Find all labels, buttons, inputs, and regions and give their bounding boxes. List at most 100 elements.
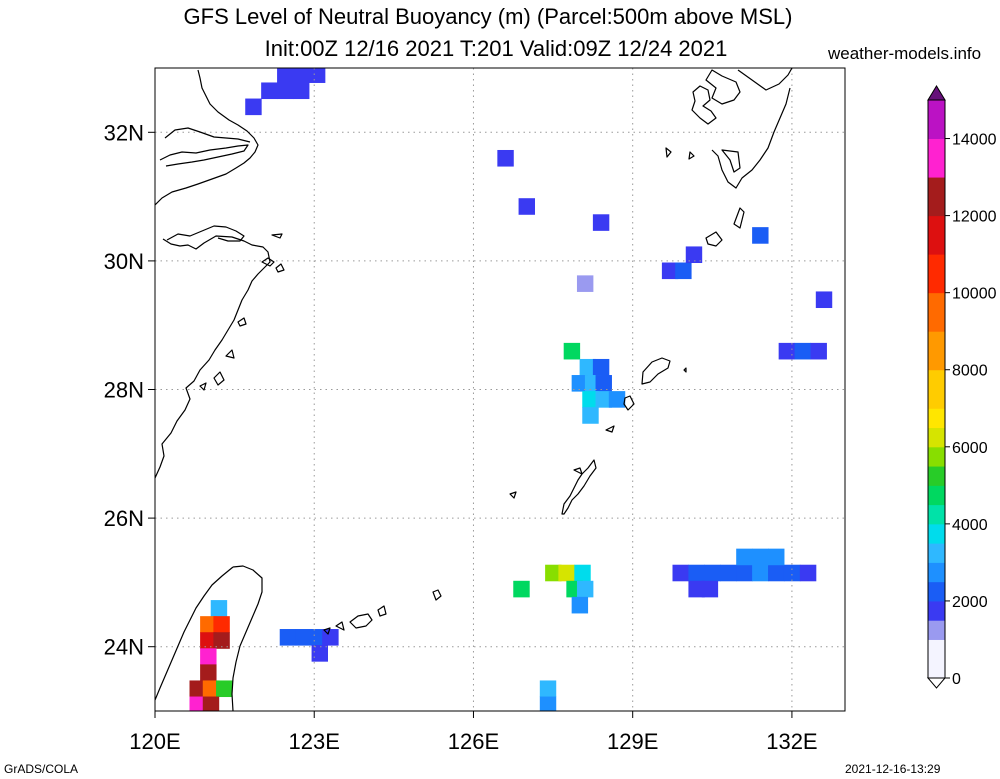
lnb-cell <box>685 246 703 264</box>
colorbar-label: 10000 <box>952 286 997 303</box>
colorbar-band <box>928 177 945 217</box>
lnb-cell <box>704 564 721 582</box>
kerama <box>509 491 517 499</box>
lnb-cell <box>752 227 769 244</box>
lat-tick-label: 28N <box>104 378 144 403</box>
lnb-cell <box>661 262 679 280</box>
lnb-cell <box>736 548 753 566</box>
lnb-cell <box>513 580 530 598</box>
colorbar-label: 0 <box>952 671 961 688</box>
map-title: GFS Level of Neutral Buoyancy (m) (Parce… <box>183 4 793 29</box>
okinoerabu <box>605 425 615 433</box>
lnb-cell <box>279 629 297 646</box>
tokunoshima <box>623 395 635 411</box>
lnb-cell <box>189 680 206 698</box>
lnb-cell <box>608 391 626 408</box>
lnb-cell <box>200 616 217 633</box>
lnb-cell <box>574 564 591 582</box>
lnb-cell <box>277 68 294 83</box>
map-subtitle-init-valid: Init:00Z 12/16 2021 T:201 Valid:09Z 12/2… <box>264 36 728 61</box>
colorbar-label: 6000 <box>952 440 988 457</box>
china-coast <box>155 235 271 479</box>
zhoushan-islands <box>261 233 285 273</box>
lnb-cell <box>202 696 220 711</box>
lnb-cell <box>293 82 310 100</box>
colorbar-band <box>928 138 945 178</box>
amami-oshima <box>641 357 687 385</box>
lnb-cell <box>592 214 610 231</box>
kyushu-south <box>711 68 793 189</box>
lnb-cell <box>576 580 594 598</box>
colorbar-band <box>928 523 945 544</box>
taiwan <box>155 565 263 711</box>
colorbar-band <box>928 543 945 563</box>
shanghai-coast <box>155 69 259 206</box>
lon-tick-label: 132E <box>766 729 817 754</box>
lnb-cell <box>571 375 589 392</box>
lnb-cell <box>675 262 692 280</box>
colorbar-band <box>928 254 945 294</box>
lnb-cell <box>216 680 233 698</box>
lnb-cell <box>210 600 228 617</box>
lnb-cell <box>277 82 294 100</box>
colorbar-band <box>928 600 945 621</box>
lon-tick-label: 123E <box>289 729 340 754</box>
yangtze-estuary <box>159 144 249 167</box>
yangtze-north-bank <box>164 127 251 143</box>
lnb-cell <box>200 648 217 665</box>
lnb-shaded-cells <box>189 68 833 711</box>
lat-tick-label: 30N <box>104 249 144 274</box>
colorbar-label: 12000 <box>952 209 997 226</box>
colorbar-band <box>928 504 945 525</box>
lnb-cell <box>293 68 310 83</box>
lnb-cell <box>768 548 785 566</box>
lon-tick-label: 126E <box>448 729 499 754</box>
lnb-cell <box>213 616 230 633</box>
lnb-cell <box>571 596 589 614</box>
lnb-cell <box>778 342 796 360</box>
lnb-cell <box>810 342 827 360</box>
daito <box>432 589 442 601</box>
lnb-cell <box>815 291 833 309</box>
kyushu-west <box>665 69 741 160</box>
lon-tick-label: 129E <box>607 729 658 754</box>
lnb-cell <box>261 82 278 100</box>
coastlines <box>155 68 793 711</box>
hangzhou-bay <box>166 225 245 242</box>
colorbar-band <box>928 100 945 140</box>
colorbar-band <box>928 331 945 371</box>
lnb-cell <box>595 391 612 408</box>
colorbar-band <box>928 466 945 486</box>
lnb-cell <box>308 68 326 83</box>
lnb-cell <box>736 564 753 582</box>
lnb-cell <box>545 564 562 582</box>
lnb-cell <box>245 98 262 116</box>
lnb-cell <box>576 275 594 292</box>
lnb-cell <box>799 564 817 582</box>
lnb-cell <box>311 645 328 662</box>
colorbar-label: 4000 <box>952 517 988 534</box>
lnb-cell <box>558 564 575 582</box>
colorbar-band <box>928 562 945 583</box>
lnb-cell <box>592 358 610 376</box>
lnb-cell <box>794 342 811 360</box>
lnb-cell <box>202 680 220 698</box>
colorbar-band <box>928 581 945 602</box>
colorbar-label: 14000 <box>952 132 997 149</box>
lnb-cell <box>752 564 769 582</box>
colorbar-band <box>928 408 945 429</box>
colorbar-label: 8000 <box>952 363 988 380</box>
lat-tick-label: 32N <box>104 120 144 145</box>
tanegashima <box>733 207 745 229</box>
lnb-cell <box>582 391 599 408</box>
colorbar-label: 2000 <box>952 594 988 611</box>
lnb-cell <box>563 342 581 360</box>
lnb-cell <box>672 564 689 582</box>
colorbar-band <box>928 485 945 506</box>
miyako-yaeyama <box>323 605 387 635</box>
lnb-cell <box>768 564 785 582</box>
lnb-cell <box>752 548 769 566</box>
colorbar-max-arrow <box>927 85 946 101</box>
lnb-cell <box>497 149 514 167</box>
